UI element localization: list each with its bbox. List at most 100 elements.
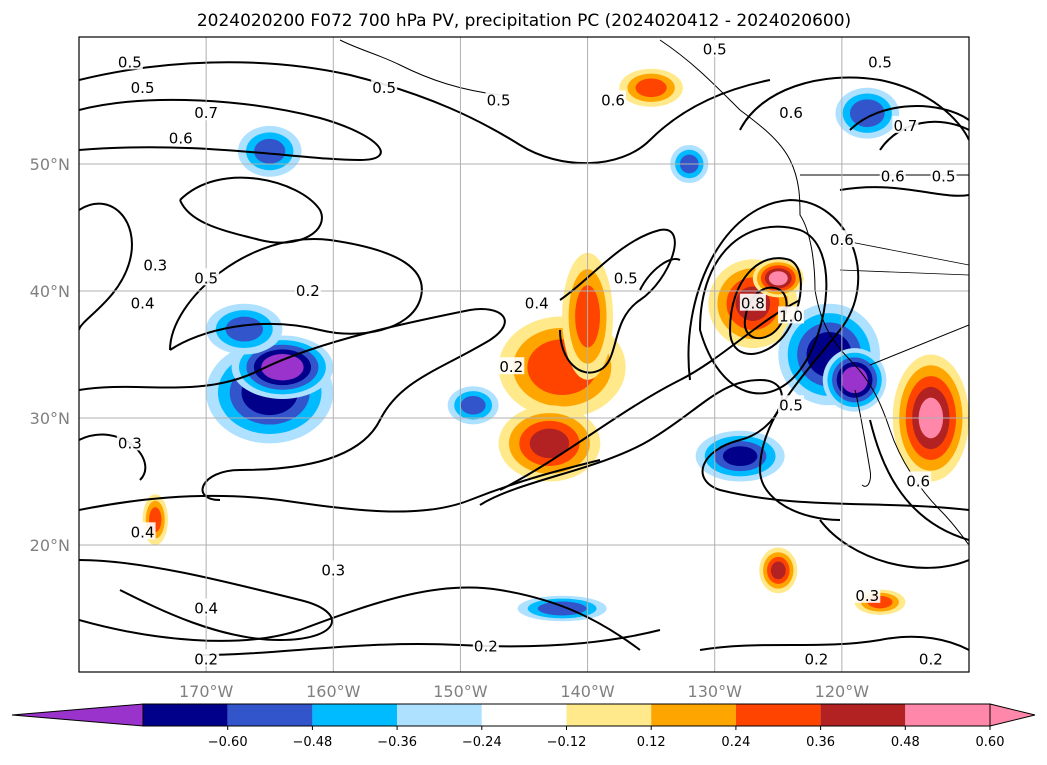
precip-pc-region	[225, 316, 263, 342]
contour-label: 0.5	[614, 269, 638, 287]
precip-pc-region	[768, 271, 788, 286]
contour-label-bg	[142, 255, 169, 273]
contour-label: 0.5	[131, 79, 155, 97]
longitude-tick-labels: 170°W 160°W 150°W 140°W 130°W 120°W	[179, 682, 869, 701]
contour-label: 0.7	[893, 117, 917, 135]
pv-contour	[79, 308, 506, 501]
latitude-tick-label: 40°N	[30, 282, 70, 301]
colorbar-tick-label: 0.60	[976, 735, 1005, 750]
contour-label-bg	[778, 395, 804, 413]
contour-label-bg	[371, 77, 398, 95]
latitude-tick-label: 50°N	[30, 155, 70, 174]
contour-label-bg	[116, 433, 143, 451]
pv-contour	[79, 61, 771, 165]
colorbar-tick-label: −0.60	[208, 735, 248, 750]
contour-label-bg	[600, 90, 626, 108]
contour-label-bg	[778, 103, 804, 121]
contour-label-bg	[917, 649, 944, 667]
colorbar-segment	[820, 704, 906, 726]
contour-label: 0.6	[169, 130, 193, 148]
contour-label-bg	[854, 585, 881, 603]
pv-contour	[79, 559, 333, 642]
contour-label: 0.3	[143, 257, 167, 275]
colorbar-segment	[566, 704, 652, 726]
contour-label: 0.6	[830, 231, 854, 249]
coastline-baja	[854, 389, 871, 487]
colorbar-segment	[227, 704, 313, 726]
contour-label-bg	[129, 522, 156, 540]
contour-label-bg	[828, 230, 855, 248]
latitude-tick-label: 30°N	[30, 409, 70, 428]
pv-contour	[499, 299, 801, 491]
pv-contour	[869, 419, 969, 541]
precipitation-layer	[142, 68, 969, 622]
pv-contour	[849, 105, 969, 131]
chart-title: 2024020200 F072 700 hPa PV, precipitatio…	[197, 11, 851, 31]
pv-contour	[169, 238, 423, 351]
contour-label: 0.4	[131, 295, 155, 313]
contour-label: 0.4	[194, 600, 218, 618]
precip-pc-region	[722, 446, 758, 466]
contour-label-bg	[129, 77, 156, 95]
contour-label-bg	[892, 115, 919, 133]
contour-label-bg	[778, 306, 804, 324]
contour-label: 1.0	[779, 307, 803, 325]
pv-contour	[879, 120, 969, 151]
pv-contour	[179, 176, 323, 244]
border-state	[839, 239, 969, 266]
contour-label: 0.5	[932, 168, 956, 186]
contour-label-bg	[612, 268, 639, 286]
contour-label-bg	[193, 103, 220, 121]
contour-label: 0.5	[372, 79, 396, 97]
precip-pc-region	[261, 353, 304, 381]
contour-label-bg	[320, 560, 347, 578]
pv-contour	[79, 202, 133, 331]
pv-contour	[639, 258, 681, 291]
contour-label-bg	[485, 90, 512, 108]
longitude-tick-label: 140°W	[560, 682, 615, 701]
coastline-alaska	[339, 39, 501, 96]
contour-label-bg	[193, 268, 220, 286]
colorbar-tick-label: 0.12	[637, 735, 666, 750]
colorbar-tick-label: −0.36	[377, 735, 417, 750]
precip-pc-region	[529, 428, 570, 459]
contour-label: 0.2	[194, 650, 218, 668]
border-state	[839, 269, 969, 276]
contour-label-bg	[523, 293, 550, 311]
contour-label: 0.2	[296, 282, 320, 300]
precip-pc-region	[841, 366, 868, 394]
map-frame	[78, 36, 970, 673]
contour-label-bg	[294, 281, 321, 298]
contour-label: 0.5	[487, 92, 511, 110]
contour-label-bg	[739, 293, 766, 311]
longitude-tick-label: 160°W	[306, 682, 361, 701]
pv-contour	[79, 459, 601, 513]
longitude-tick-label: 120°W	[815, 682, 870, 701]
contour-label-bg	[116, 52, 143, 70]
contour-label-bg	[701, 39, 728, 57]
longitude-tick-label: 150°W	[433, 682, 488, 701]
colorbar-tick-label: 0.24	[721, 735, 750, 750]
graticule	[79, 37, 969, 672]
contour-label-bg	[167, 128, 194, 146]
contour-label: 0.2	[804, 650, 828, 668]
colorbar	[11, 703, 1036, 727]
colorbar-extend-high	[989, 703, 1036, 727]
contour-label: 0.2	[919, 650, 943, 668]
contour-label: 0.3	[321, 561, 345, 579]
contour-label-bg	[879, 166, 906, 184]
colorbar-segment	[143, 704, 228, 726]
contour-label-bg	[867, 52, 893, 70]
contour-label: 0.7	[194, 104, 218, 122]
contour-label: 0.3	[118, 434, 142, 452]
colorbar-segment	[905, 704, 990, 726]
contour-label-bg	[472, 636, 499, 654]
contour-label: 0.2	[499, 358, 523, 376]
colorbar-tick-labels: −0.60 −0.48 −0.36 −0.24 −0.12 0.12 0.24 0.36 0.4…	[208, 726, 1005, 750]
contour-label-bg	[498, 357, 525, 375]
contour-label-bg	[905, 471, 932, 489]
precip-pc-region	[460, 395, 486, 415]
contour-label: 0.3	[855, 587, 879, 605]
precip-pc-region	[770, 561, 786, 580]
